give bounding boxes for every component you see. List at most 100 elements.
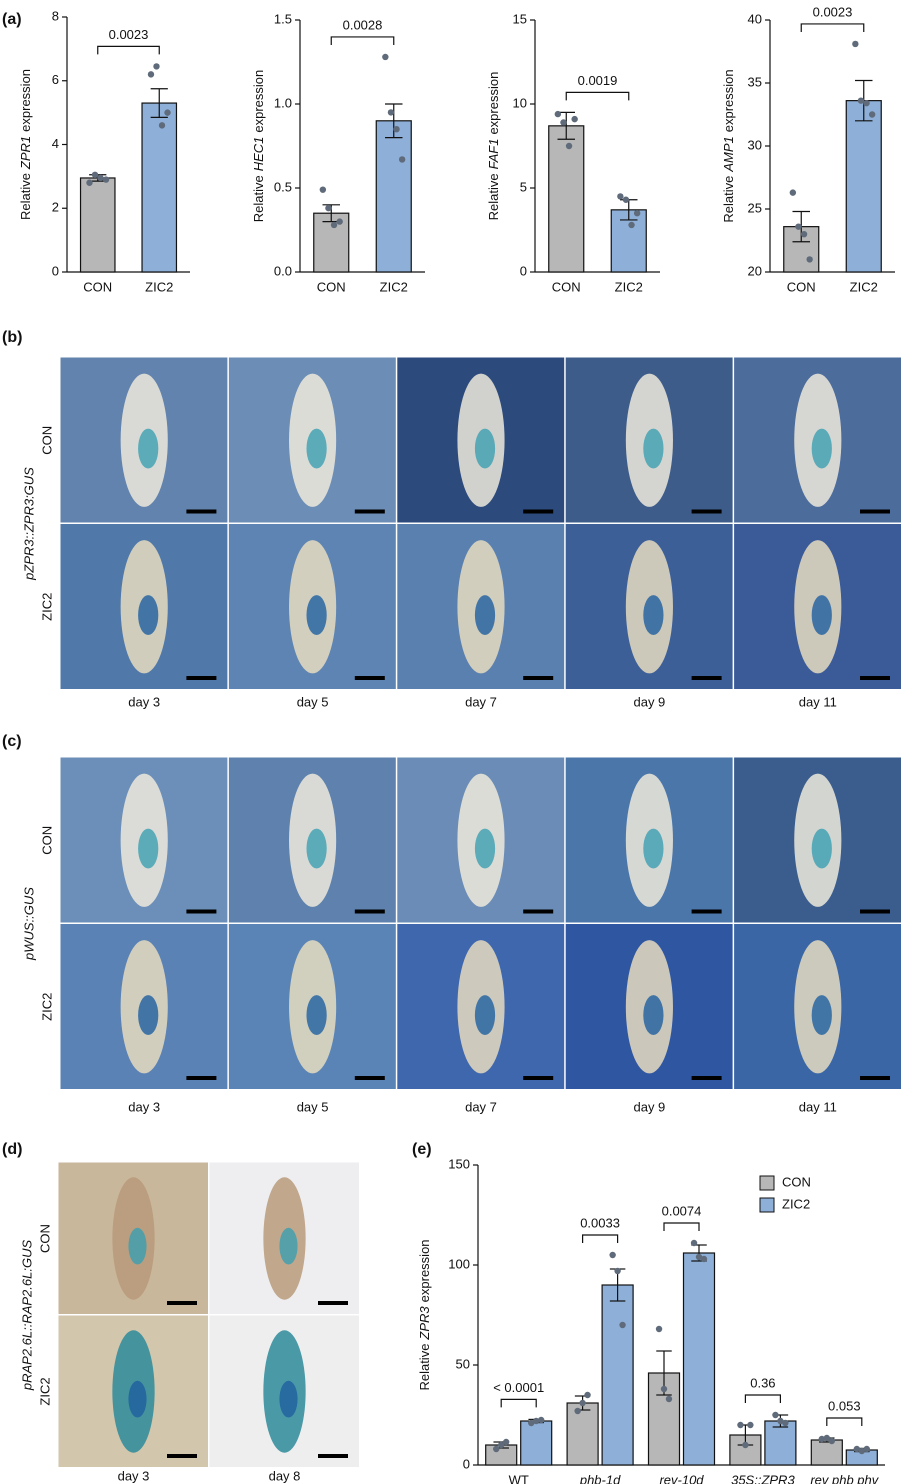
p-value: 0.0019 — [578, 73, 618, 88]
significance-bracket — [827, 1418, 862, 1426]
data-point — [609, 1252, 615, 1258]
scale-bar — [186, 910, 216, 914]
data-point — [623, 197, 629, 203]
gus-stain — [306, 595, 326, 635]
gus-stain — [475, 595, 495, 635]
y-axis-label: RelativeFAF1expression — [486, 72, 501, 221]
scale-bar — [318, 1454, 348, 1458]
bar — [684, 1253, 715, 1465]
panel-label: (a) — [2, 11, 22, 28]
bar — [521, 1421, 552, 1465]
data-point — [382, 54, 388, 60]
y-axis-label: RelativeAMP1expression — [721, 69, 736, 222]
gus-stain — [643, 429, 663, 469]
gus-stain — [475, 995, 495, 1035]
gus-stain — [812, 995, 832, 1035]
y-tick-label: 6 — [52, 72, 59, 87]
data-point — [628, 222, 634, 228]
gus-stain — [643, 995, 663, 1035]
y-axis-label-part: ZPR3 — [417, 1306, 432, 1341]
legend-swatch — [760, 1198, 774, 1212]
data-point — [864, 1446, 870, 1452]
y-tick-label: 0 — [463, 1456, 470, 1471]
column-label: day 5 — [297, 694, 329, 709]
y-axis-label-part: Relative — [417, 1344, 432, 1391]
y-tick-label: 100 — [448, 1256, 470, 1271]
gus-stain — [138, 429, 158, 469]
data-point — [742, 1442, 748, 1448]
data-point — [574, 1408, 580, 1414]
y-tick-label: 0.5 — [274, 179, 292, 194]
data-point — [555, 111, 561, 117]
scale-bar — [186, 676, 216, 680]
data-point — [666, 1396, 672, 1402]
y-tick-label: 8 — [52, 8, 59, 23]
gus-stain — [128, 1228, 146, 1265]
gus-stain — [643, 595, 663, 635]
data-point — [560, 119, 566, 125]
y-tick-label: 25 — [748, 200, 762, 215]
column-label: day 8 — [269, 1468, 301, 1483]
significance-bracket — [98, 46, 160, 54]
gus-stain — [128, 1381, 146, 1418]
x-tick-label: WT — [509, 1472, 529, 1484]
x-tick-label: rev phb phv — [810, 1472, 879, 1484]
data-point — [331, 222, 337, 228]
data-point — [617, 193, 623, 199]
p-value: 0.0023 — [813, 4, 853, 19]
gus-stain — [279, 1228, 297, 1265]
gus-stain — [812, 829, 832, 869]
column-label: day 7 — [465, 1099, 497, 1114]
data-point — [388, 109, 394, 115]
y-axis-label-part: HEC1 — [251, 137, 266, 172]
scale-bar — [860, 910, 890, 914]
scale-bar — [355, 676, 385, 680]
x-tick-label: 35S::ZPR3 — [731, 1472, 795, 1484]
y-axis-label-part: Relative — [486, 173, 501, 220]
y-axis-label: RelativeHEC1expression — [251, 70, 266, 223]
data-point — [97, 175, 103, 181]
p-value: 0.053 — [828, 1398, 861, 1413]
data-point — [614, 1268, 620, 1274]
gus-stain — [475, 429, 495, 469]
y-axis-label-part: expression — [251, 70, 266, 133]
data-point — [566, 143, 572, 149]
y-axis-label-part: expression — [486, 72, 501, 135]
row-label: ZIC2 — [39, 993, 54, 1021]
y-axis-label-part: Relative — [18, 173, 33, 220]
construct-label: pRAP2.6L::RAP2.6L:GUS — [19, 1240, 34, 1392]
y-tick-label: 50 — [456, 1356, 470, 1371]
scale-bar — [355, 910, 385, 914]
column-label: day 3 — [128, 694, 160, 709]
scale-bar — [167, 1301, 197, 1305]
x-tick-label: rev-10d — [659, 1472, 704, 1484]
row-label: CON — [39, 426, 54, 455]
y-tick-label: 150 — [448, 1156, 470, 1171]
data-point — [795, 223, 801, 229]
y-tick-label: 40 — [748, 11, 762, 26]
data-point — [148, 71, 154, 77]
y-tick-label: 35 — [748, 74, 762, 89]
panel-label: (c) — [2, 733, 22, 750]
data-point — [701, 1256, 707, 1262]
p-value: 0.0074 — [662, 1203, 702, 1218]
y-tick-label: 10 — [513, 95, 527, 110]
panel-label: (e) — [412, 1141, 432, 1158]
data-point — [336, 218, 342, 224]
gus-stain — [306, 829, 326, 869]
data-point — [325, 205, 331, 211]
y-tick-label: 0 — [52, 263, 59, 278]
data-point — [806, 256, 812, 262]
column-label: day 7 — [465, 694, 497, 709]
y-axis-label: RelativeZPR1expression — [18, 69, 33, 220]
data-point — [790, 189, 796, 195]
data-point — [92, 172, 98, 178]
scale-bar — [692, 676, 722, 680]
y-tick-label: 1.5 — [274, 11, 292, 26]
scale-bar — [186, 1076, 216, 1080]
data-point — [399, 156, 405, 162]
y-axis-label-part: expression — [18, 69, 33, 132]
scale-bar — [186, 510, 216, 514]
y-tick-label: 1.0 — [274, 95, 292, 110]
data-point — [737, 1422, 743, 1428]
